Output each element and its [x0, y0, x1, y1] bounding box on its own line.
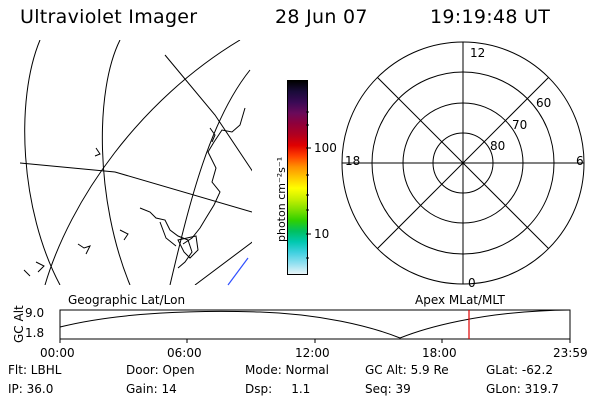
- colorbar-tick-100: 100: [314, 141, 337, 155]
- timeline-y-tick-high: 9.0: [25, 306, 45, 320]
- map-lat-arc: [44, 40, 241, 285]
- map-coastline: [119, 229, 129, 241]
- x-tick-label-1200: 12:00: [295, 346, 330, 360]
- map-coastline: [23, 269, 31, 277]
- map-coastline: [182, 107, 246, 245]
- status-flt: Flt: LBHL: [8, 363, 62, 377]
- status-glat: GLat: -62.2: [486, 363, 553, 377]
- instrument-title: Ultraviolet Imager: [20, 6, 198, 28]
- time-label: 19:19:48 UT: [430, 6, 551, 28]
- mlt-label-12: 12: [470, 46, 486, 60]
- map-coastline: [177, 235, 199, 259]
- polar-diagonal: [377, 77, 549, 249]
- mlt-label-6: 6: [576, 154, 584, 168]
- x-tick-label-2359: 23:59: [553, 346, 588, 360]
- map-coastline: [209, 127, 216, 143]
- status-glon: GLon: 319.7: [486, 382, 559, 396]
- map-lat-arc: [24, 40, 61, 285]
- map-coastline: [77, 243, 91, 255]
- map-lon-line: [164, 54, 252, 172]
- timeline-left-label: Geographic Lat/Lon: [68, 293, 186, 307]
- map-coastline: [35, 261, 45, 273]
- altitude-curve: [59, 309, 571, 339]
- x-tick-label-1800: 18:00: [422, 346, 457, 360]
- map-coastline: [159, 221, 177, 247]
- lat-label-60: 60: [536, 96, 552, 110]
- map-lon-line: [194, 241, 252, 285]
- status-door: Door: Open: [126, 363, 195, 377]
- date-label: 28 Jun 07: [275, 6, 368, 28]
- status-ip: IP: 36.0: [8, 382, 54, 396]
- map-lon-line: [20, 162, 252, 213]
- lat-label-70: 70: [512, 118, 528, 132]
- status-dsp: Dsp: 1.1: [245, 382, 311, 396]
- lat-label-80: 80: [490, 139, 506, 153]
- colorbar: [287, 80, 308, 275]
- mlt-label-0: 0: [468, 276, 476, 290]
- status-mode: Mode: Normal: [245, 363, 329, 377]
- timeline-y-tick-low: 1.8: [25, 326, 45, 340]
- status-seq: Seq: 39: [365, 382, 411, 396]
- mlt-label-18: 18: [345, 154, 361, 168]
- status-gc-alt: GC Alt: 5.9 Re: [365, 363, 449, 377]
- map-coastline: [94, 147, 101, 157]
- timeline-frame: [59, 309, 571, 340]
- map-lat-arc: [101, 40, 131, 285]
- colorbar-tick-10: 10: [314, 227, 330, 241]
- map-lat-arc: [169, 69, 251, 285]
- x-tick-label-0600: 06:00: [167, 346, 202, 360]
- x-tick-label-0000: 00:00: [40, 346, 75, 360]
- ground-track: [227, 257, 249, 286]
- timeline-right-label: Apex MLat/MLT: [415, 293, 505, 307]
- status-gain: Gain: 14: [126, 382, 177, 396]
